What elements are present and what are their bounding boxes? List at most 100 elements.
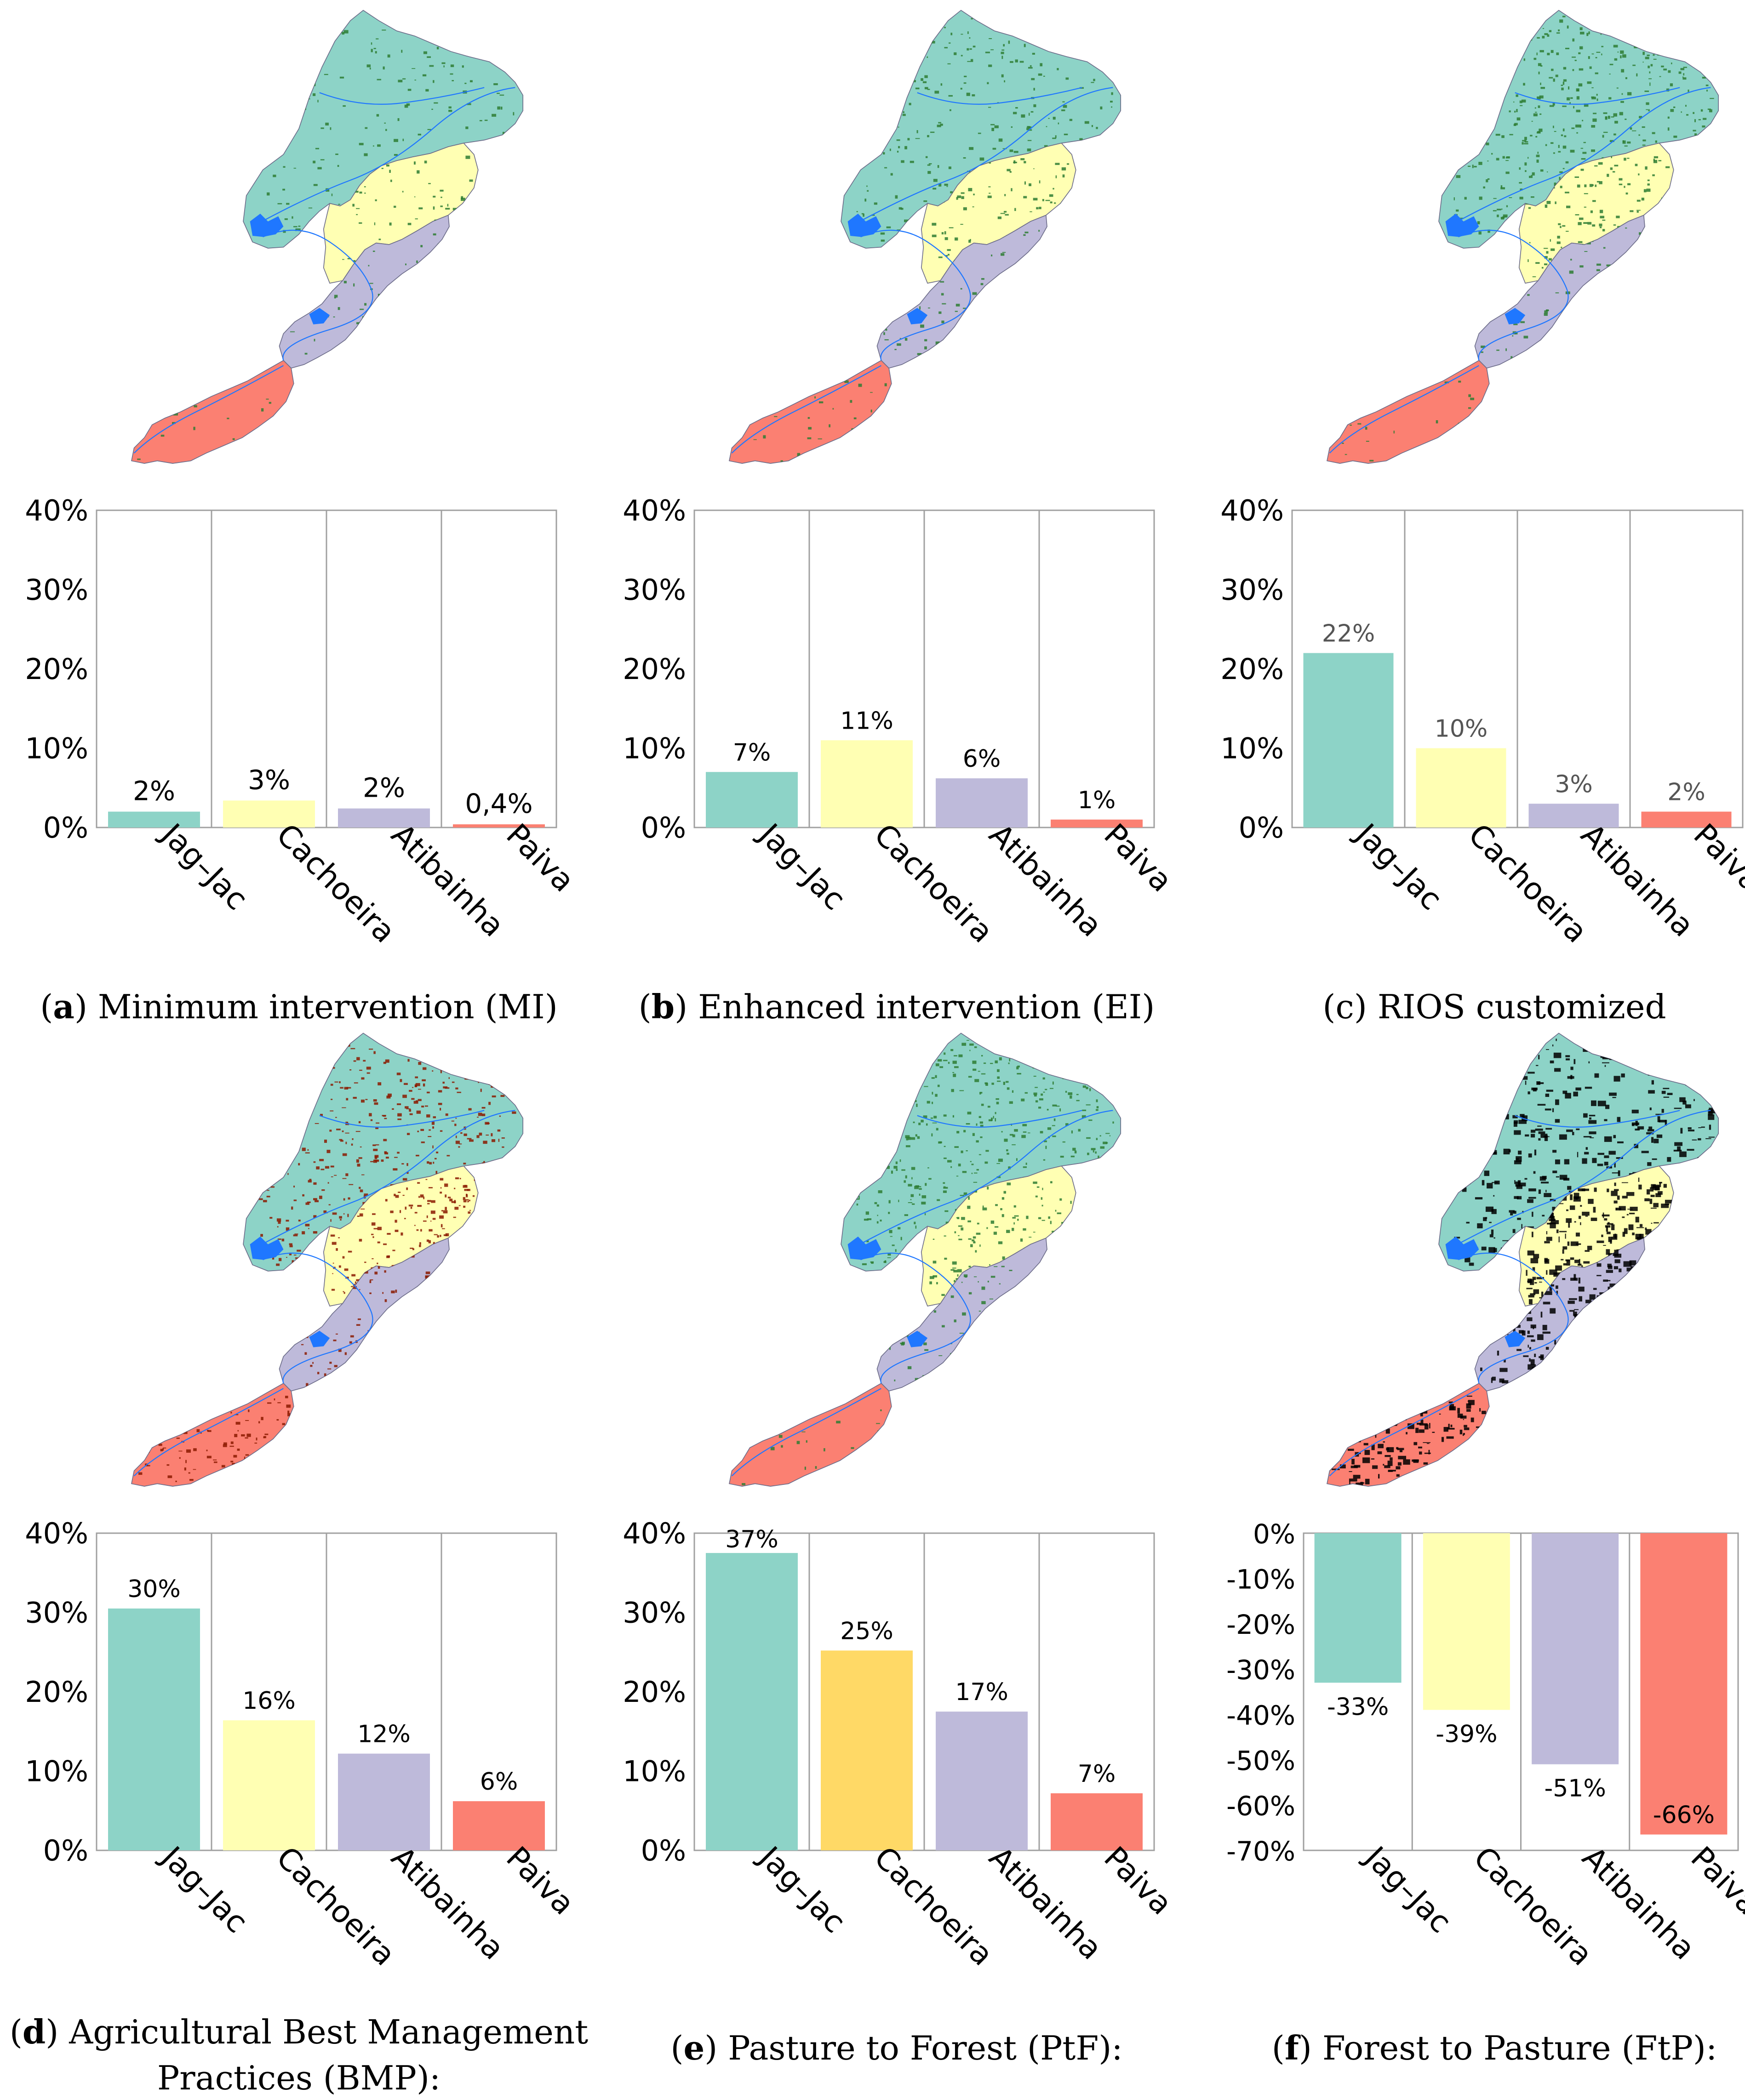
y-tick-label: -70%: [1226, 1836, 1295, 1867]
river: [1329, 1388, 1479, 1477]
bar-atibainha: [1528, 804, 1619, 827]
panel-caption: (d) Agricultural Best Management: [10, 2012, 588, 2051]
river: [263, 229, 373, 361]
river: [1515, 87, 1680, 105]
y-tick-label: -30%: [1226, 1655, 1295, 1686]
y-tick-label: -50%: [1226, 1745, 1295, 1776]
bar-atibainha: [338, 1753, 430, 1850]
y-tick-label: 0%: [43, 811, 88, 845]
y-tick-label: -20%: [1226, 1609, 1295, 1640]
river: [1458, 229, 1569, 361]
y-tick-label: 20%: [623, 1675, 686, 1709]
panel-caption: (a) Minimum intervention (MI): [40, 987, 558, 1026]
river-network: [133, 87, 515, 454]
bar-atibainha: [338, 808, 430, 827]
bar-cachoeira: [223, 1720, 315, 1850]
river-network: [133, 1110, 515, 1477]
bar-jag-jac: [1314, 1533, 1402, 1683]
y-tick-label: 10%: [623, 732, 686, 765]
bar-jag-jac: [108, 811, 200, 827]
data-label: 2%: [133, 776, 175, 807]
bar-paiva: [1051, 819, 1143, 827]
river: [1329, 365, 1479, 454]
bar-cachoeira: [223, 800, 315, 827]
river-network: [1329, 1110, 1711, 1477]
bar-cachoeira: [1423, 1533, 1510, 1710]
river: [850, 1110, 1113, 1250]
data-label: 17%: [955, 1678, 1008, 1706]
river: [731, 1388, 881, 1477]
data-label: -51%: [1544, 1775, 1606, 1803]
data-label: -39%: [1436, 1720, 1497, 1748]
panel-caption-line2: Practices (BMP):: [157, 2059, 441, 2097]
data-label: 11%: [840, 707, 893, 735]
data-label: 22%: [1322, 620, 1375, 648]
y-tick-label: 20%: [25, 1675, 88, 1709]
y-tick-label: 30%: [1220, 573, 1284, 607]
y-tick-label: 30%: [25, 1596, 88, 1630]
panel-caption: (f) Forest to Pasture (FtP):: [1272, 2028, 1717, 2067]
reservoir: [1445, 213, 1526, 325]
bar-paiva: [453, 1801, 545, 1850]
data-label: 16%: [242, 1687, 296, 1715]
data-label: 6%: [480, 1768, 518, 1796]
data-label: 25%: [840, 1617, 893, 1645]
data-label: 2%: [363, 772, 405, 804]
data-label: 1%: [1078, 787, 1116, 814]
bar-atibainha: [1532, 1533, 1619, 1764]
bar-atibainha: [936, 1712, 1028, 1850]
river-network: [1329, 87, 1711, 454]
river: [731, 365, 881, 454]
panel-caption: (b) Enhanced intervention (EI): [639, 987, 1155, 1026]
river: [319, 87, 485, 105]
y-tick-label: 0%: [43, 1834, 88, 1867]
y-tick-label: 0%: [1253, 1518, 1295, 1550]
bar-jag-jac: [108, 1608, 200, 1850]
reservoir: [1445, 1236, 1526, 1347]
data-label: 7%: [733, 739, 771, 766]
data-label: 3%: [1555, 770, 1593, 798]
river: [1458, 1252, 1569, 1384]
data-label: 3%: [248, 764, 290, 795]
data-label: 30%: [127, 1575, 181, 1603]
y-tick-label: 20%: [1220, 652, 1284, 686]
bar-cachoeira: [821, 740, 913, 827]
reservoir: [847, 213, 928, 325]
river: [917, 87, 1082, 105]
river: [252, 87, 515, 227]
river: [860, 1252, 971, 1384]
data-label: 2%: [1667, 779, 1705, 806]
y-tick-label: 40%: [1220, 494, 1284, 527]
river: [133, 1388, 284, 1477]
y-tick-label: 0%: [1239, 811, 1284, 845]
y-tick-label: 30%: [623, 1596, 686, 1630]
reservoir: [847, 1236, 928, 1347]
y-tick-label: -40%: [1226, 1700, 1295, 1731]
bar-paiva: [1641, 811, 1732, 827]
bar-paiva: [453, 824, 545, 827]
y-tick-label: -60%: [1226, 1790, 1295, 1821]
y-tick-label: 10%: [1220, 732, 1284, 765]
data-label: 37%: [725, 1526, 778, 1553]
river: [319, 1110, 485, 1128]
y-tick-label: 10%: [25, 732, 88, 765]
y-tick-label: 0%: [641, 1834, 686, 1867]
bar-jag-jac: [706, 1553, 798, 1850]
y-tick-label: -10%: [1226, 1564, 1295, 1595]
bar-cachoeira: [1416, 748, 1506, 827]
y-tick-label: 40%: [25, 494, 88, 527]
y-tick-label: 10%: [25, 1755, 88, 1788]
river-network: [731, 87, 1113, 454]
data-label: 7%: [1078, 1760, 1116, 1788]
river: [133, 365, 284, 454]
y-tick-label: 0%: [641, 811, 686, 845]
river: [1447, 1110, 1711, 1250]
river: [860, 229, 971, 361]
bar-jag-jac: [706, 772, 798, 827]
reservoir: [250, 1236, 330, 1347]
river: [1515, 1110, 1680, 1128]
reservoir: [250, 213, 330, 325]
river: [252, 1110, 515, 1250]
y-tick-label: 20%: [623, 652, 686, 686]
y-tick-label: 20%: [25, 652, 88, 686]
